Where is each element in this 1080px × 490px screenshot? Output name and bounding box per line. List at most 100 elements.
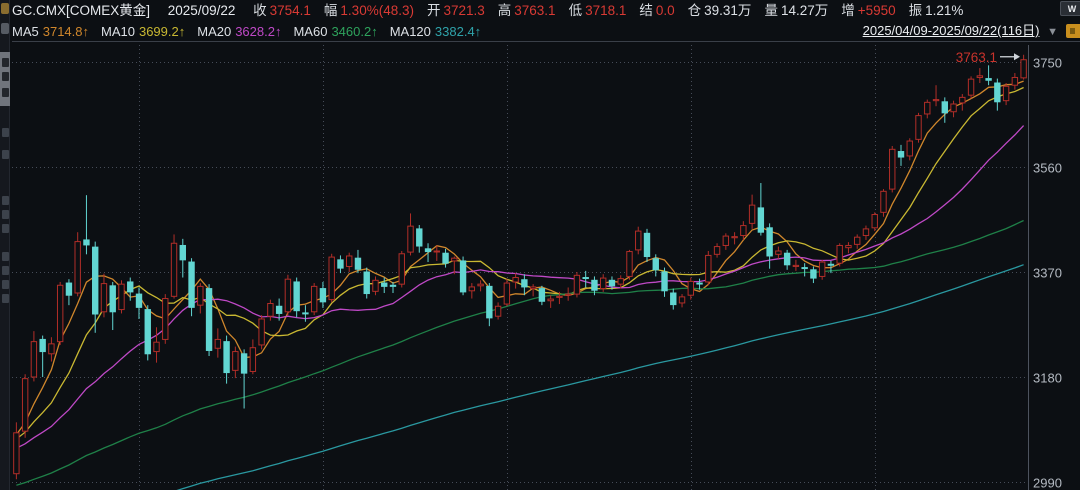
candle-body[interactable] xyxy=(398,253,405,285)
candle-body[interactable] xyxy=(801,267,808,270)
candle-body[interactable] xyxy=(512,277,519,283)
candle-body[interactable] xyxy=(740,225,747,237)
candle-body[interactable] xyxy=(985,78,992,81)
candle-body[interactable] xyxy=(170,242,178,297)
candle-body[interactable] xyxy=(302,312,309,315)
candle-body[interactable] xyxy=(564,293,572,296)
candle-body[interactable] xyxy=(442,252,449,264)
candle-body[interactable] xyxy=(915,115,922,140)
date-range-selector[interactable]: 2025/04/09-2025/09/22(116日) ▼ xyxy=(863,21,1058,42)
candle-body[interactable] xyxy=(275,305,283,314)
candle-body[interactable] xyxy=(582,277,589,280)
candle-body[interactable] xyxy=(836,244,843,264)
candle-body[interactable] xyxy=(696,282,703,285)
candle-body[interactable] xyxy=(13,432,20,475)
candle-body[interactable] xyxy=(626,251,633,277)
candle-body[interactable] xyxy=(635,230,642,251)
candle-body[interactable] xyxy=(258,318,265,346)
candle-body[interactable] xyxy=(757,207,765,233)
candle-body[interactable] xyxy=(56,284,64,343)
candle-body[interactable] xyxy=(346,255,353,267)
candle-body[interactable] xyxy=(127,281,134,293)
candle-body[interactable] xyxy=(661,271,668,292)
candle-body[interactable] xyxy=(871,214,878,229)
candle-body[interactable] xyxy=(293,281,300,312)
candle-body[interactable] xyxy=(188,261,195,308)
candle-body[interactable] xyxy=(731,236,738,239)
candle-body[interactable] xyxy=(223,341,230,374)
candle-body[interactable] xyxy=(363,271,370,295)
candle-body[interactable] xyxy=(600,277,607,290)
candle-body[interactable] xyxy=(144,309,151,355)
candle-body[interactable] xyxy=(74,241,81,294)
candle-body[interactable] xyxy=(486,285,493,319)
candle-body[interactable] xyxy=(468,286,476,292)
candle-body[interactable] xyxy=(670,292,677,306)
candle-body[interactable] xyxy=(608,279,616,287)
candle-body[interactable] xyxy=(976,75,984,78)
candle-body[interactable] xyxy=(1011,76,1019,86)
candle-body[interactable] xyxy=(591,279,598,291)
candle-body[interactable] xyxy=(705,254,712,283)
candle-body[interactable] xyxy=(451,257,458,262)
candle-body[interactable] xyxy=(503,282,511,305)
candle-body[interactable] xyxy=(21,378,29,432)
candle-body[interactable] xyxy=(310,285,318,313)
candle-body[interactable] xyxy=(433,250,440,253)
candle-body[interactable] xyxy=(205,288,213,351)
candle-body[interactable] xyxy=(932,99,940,102)
candle-body[interactable] xyxy=(118,283,125,311)
candle-body[interactable] xyxy=(617,278,624,285)
candle-body[interactable] xyxy=(337,259,344,269)
candle-body[interactable] xyxy=(924,101,931,115)
candle-body[interactable] xyxy=(810,269,817,279)
candle-body[interactable] xyxy=(678,296,686,304)
candle-body[interactable] xyxy=(240,353,248,374)
candle-body[interactable] xyxy=(1020,59,1027,79)
candle-body[interactable] xyxy=(328,256,335,301)
candle-body[interactable] xyxy=(48,343,55,355)
candle-body[interactable] xyxy=(267,303,274,317)
candle-body[interactable] xyxy=(162,298,169,340)
candle-body[interactable] xyxy=(381,282,388,287)
candle-body[interactable] xyxy=(389,284,397,287)
candle-body[interactable] xyxy=(652,258,659,271)
candle-body[interactable] xyxy=(783,252,791,266)
candle-body[interactable] xyxy=(722,235,730,246)
candle-body[interactable] xyxy=(109,285,116,313)
candle-body[interactable] xyxy=(30,341,38,378)
candle-body[interactable] xyxy=(354,257,362,270)
lock-icon[interactable] xyxy=(1066,24,1080,38)
candle-body[interactable] xyxy=(197,285,204,306)
candle-body[interactable] xyxy=(538,288,546,302)
candle-body[interactable] xyxy=(906,140,913,157)
candle-body[interactable] xyxy=(319,288,327,303)
candle-body[interactable] xyxy=(153,341,160,353)
candle-body[interactable] xyxy=(407,225,414,253)
toolbar-icon-fragment[interactable] xyxy=(1,23,9,34)
toolbar-icon-fragment[interactable] xyxy=(1,3,9,14)
candle-body[interactable] xyxy=(994,82,1001,103)
symbol-name[interactable]: GC.CMX[COMEX黄金] xyxy=(12,3,151,18)
candle-body[interactable] xyxy=(792,264,800,267)
candle-body[interactable] xyxy=(748,204,756,224)
candle-body[interactable] xyxy=(845,244,852,249)
candle-body[interactable] xyxy=(941,101,948,114)
candle-body[interactable] xyxy=(818,261,826,277)
candle-body[interactable] xyxy=(766,227,773,257)
candle-body[interactable] xyxy=(92,246,99,315)
candle-body[interactable] xyxy=(494,305,502,317)
candle-body[interactable] xyxy=(477,283,484,287)
candle-body[interactable] xyxy=(249,347,257,372)
candle-body[interactable] xyxy=(529,286,537,290)
candle-body[interactable] xyxy=(950,103,957,113)
candle-body[interactable] xyxy=(573,274,581,295)
candle-body[interactable] xyxy=(372,279,379,292)
candle-body[interactable] xyxy=(214,338,222,349)
candle-body[interactable] xyxy=(862,228,870,237)
candle-body[interactable] xyxy=(39,338,46,353)
candle-body[interactable] xyxy=(232,351,239,371)
candle-body[interactable] xyxy=(889,148,896,190)
candle-body[interactable] xyxy=(416,228,423,247)
